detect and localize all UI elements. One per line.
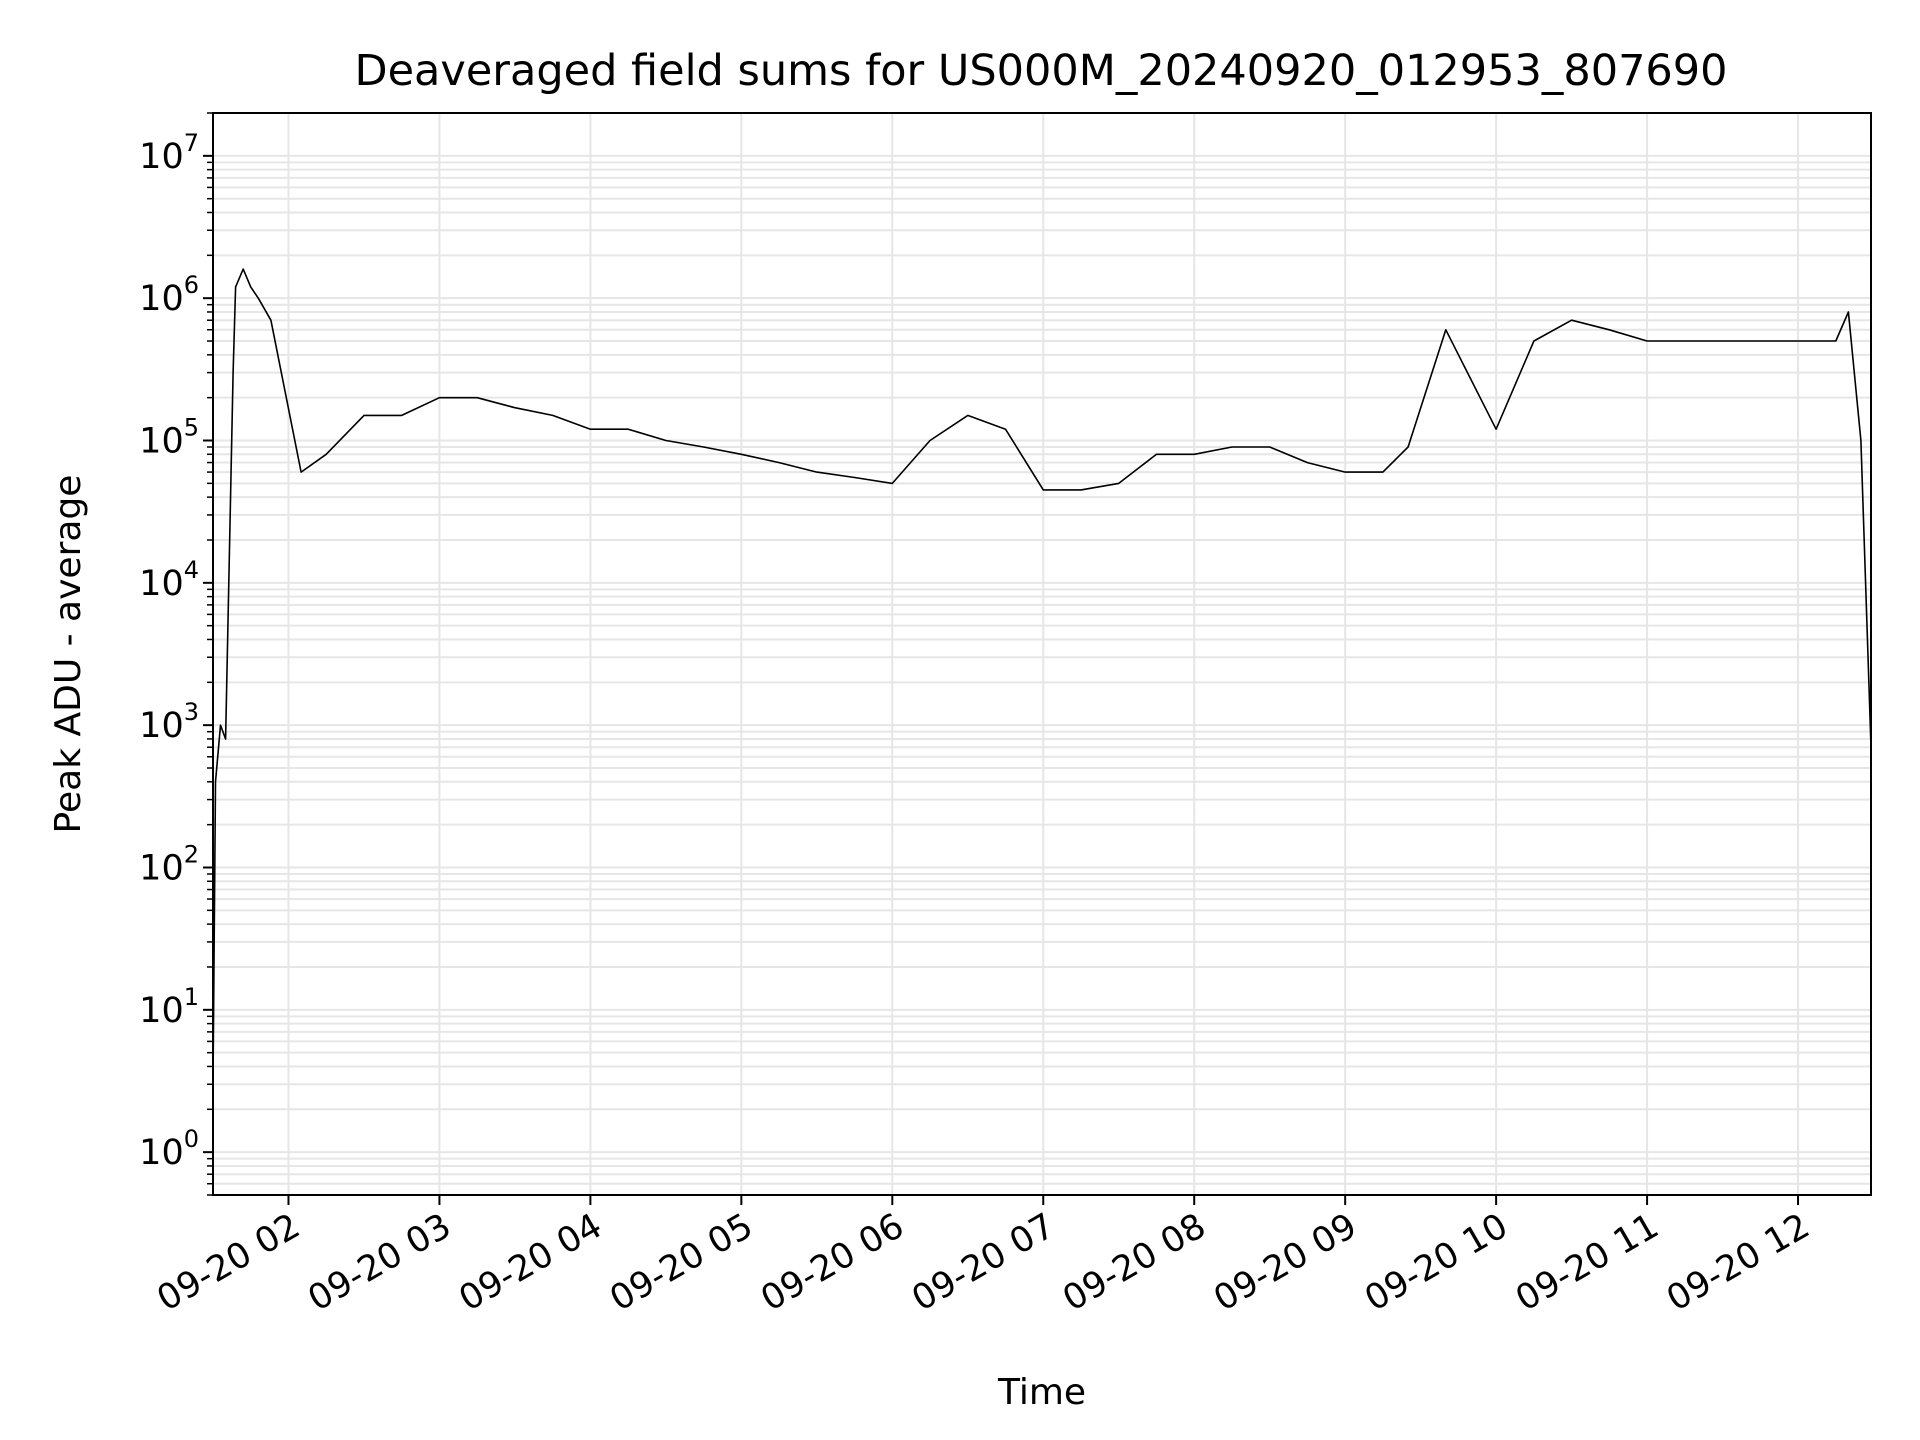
- x-axis-label: Time: [997, 1372, 1086, 1413]
- y-tick-label: 100: [139, 1125, 199, 1173]
- series-line: [213, 268, 1871, 1085]
- y-axis-label: Peak ADU - average: [48, 475, 89, 834]
- y-tick-label: 104: [139, 556, 199, 604]
- plot-frame: [212, 112, 1872, 1196]
- y-tick-label: 105: [139, 414, 199, 462]
- y-tick-label: 106: [139, 271, 199, 319]
- y-tick-label: 102: [139, 840, 199, 888]
- y-tick-label: 107: [139, 129, 199, 177]
- y-tick-label: 101: [139, 983, 199, 1031]
- chart-title: Deaveraged field sums for US000M_2024092…: [354, 46, 1727, 96]
- data-layer: [213, 268, 1871, 1085]
- y-axis: 100 101 102 103 104 105 106 107: [139, 112, 213, 1196]
- grid: [213, 112, 1871, 1196]
- y-tick-label: 103: [139, 698, 199, 746]
